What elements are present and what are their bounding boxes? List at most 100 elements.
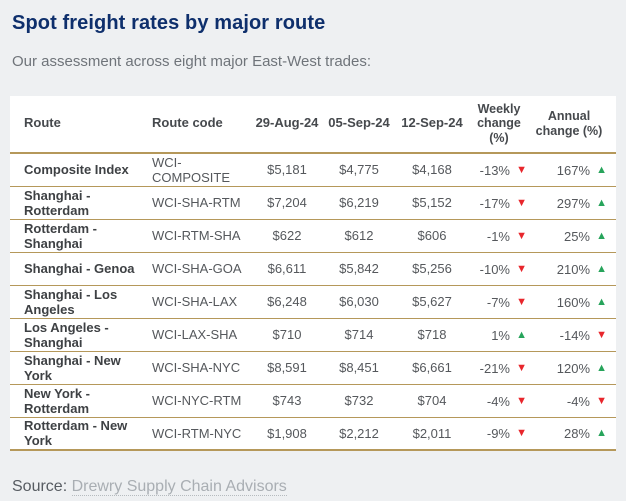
- route-cell: Shanghai - Genoa: [10, 252, 152, 286]
- table-body: Composite Index WCI-COMPOSITE $5,181 $4,…: [10, 153, 616, 452]
- weekly-change-cell: -21% ▼: [468, 351, 530, 385]
- price-cell-2: $8,451: [322, 351, 396, 385]
- route-code-cell: WCI-SHA-NYC: [152, 351, 252, 385]
- price-cell-1: $622: [252, 219, 322, 253]
- column-header-weekly-change: Weekly change (%): [468, 96, 530, 155]
- table-row: Shanghai - Genoa WCI-SHA-GOA $6,611 $5,8…: [10, 252, 616, 286]
- price-cell-2: $714: [322, 318, 396, 352]
- route-code-cell: WCI-LAX-SHA: [152, 318, 252, 352]
- route-cell: New York - Rotterdam: [10, 384, 152, 418]
- up-triangle-icon: ▲: [596, 361, 607, 374]
- down-triangle-icon: ▼: [516, 262, 527, 275]
- price-cell-1: $6,248: [252, 285, 322, 319]
- price-cell-3: $5,627: [396, 285, 468, 319]
- price-cell-3: $718: [396, 318, 468, 352]
- column-header-route: Route: [10, 96, 152, 155]
- price-cell-3: $704: [396, 384, 468, 418]
- price-cell-2: $612: [322, 219, 396, 253]
- column-header-annual-change: Annual change (%): [530, 96, 616, 155]
- price-cell-1: $5,181: [252, 153, 322, 187]
- table-row: Shanghai - Los Angeles WCI-SHA-LAX $6,24…: [10, 285, 616, 319]
- price-cell-3: $5,152: [396, 186, 468, 220]
- price-cell-3: $5,256: [396, 252, 468, 286]
- table-header: Route Route code 29-Aug-24 05-Sep-24 12-…: [10, 96, 616, 155]
- weekly-change-cell: -9% ▼: [468, 417, 530, 452]
- column-header-date-1: 29-Aug-24: [252, 96, 322, 155]
- table-row: Composite Index WCI-COMPOSITE $5,181 $4,…: [10, 153, 616, 187]
- price-cell-1: $1,908: [252, 417, 322, 452]
- annual-change-cell: -14% ▼: [530, 318, 616, 352]
- down-triangle-icon: ▼: [516, 196, 527, 209]
- table-row: Shanghai - New York WCI-SHA-NYC $8,591 $…: [10, 351, 616, 385]
- price-cell-2: $732: [322, 384, 396, 418]
- table-row: New York - Rotterdam WCI-NYC-RTM $743 $7…: [10, 384, 616, 418]
- price-cell-3: $6,661: [396, 351, 468, 385]
- up-triangle-icon: ▲: [596, 163, 607, 176]
- route-cell: Los Angeles - Shanghai: [10, 318, 152, 352]
- down-triangle-icon: ▼: [516, 163, 527, 176]
- column-header-route-code: Route code: [152, 96, 252, 155]
- price-cell-1: $743: [252, 384, 322, 418]
- price-cell-3: $2,011: [396, 417, 468, 452]
- annual-change-cell: 28% ▲: [530, 417, 616, 452]
- price-cell-2: $6,219: [322, 186, 396, 220]
- source-label: Source:: [12, 478, 68, 496]
- down-triangle-icon: ▼: [516, 295, 527, 308]
- annual-change-cell: -4% ▼: [530, 384, 616, 418]
- down-triangle-icon: ▼: [596, 328, 607, 341]
- route-code-cell: WCI-RTM-SHA: [152, 219, 252, 253]
- page-subtitle: Our assessment across eight major East-W…: [12, 53, 372, 70]
- price-cell-2: $2,212: [322, 417, 396, 452]
- route-cell: Rotterdam - Shanghai: [10, 219, 152, 253]
- up-triangle-icon: ▲: [596, 427, 607, 440]
- weekly-change-cell: -4% ▼: [468, 384, 530, 418]
- page-title: Spot freight rates by major route: [12, 12, 326, 34]
- price-cell-3: $606: [396, 219, 468, 253]
- weekly-change-cell: -7% ▼: [468, 285, 530, 319]
- price-cell-1: $7,204: [252, 186, 322, 220]
- route-code-cell: WCI-RTM-NYC: [152, 417, 252, 452]
- table-row: Rotterdam - New York WCI-RTM-NYC $1,908 …: [10, 417, 616, 452]
- down-triangle-icon: ▼: [516, 394, 527, 407]
- up-triangle-icon: ▲: [596, 295, 607, 308]
- annual-change-cell: 210% ▲: [530, 252, 616, 286]
- table-row: Los Angeles - Shanghai WCI-LAX-SHA $710 …: [10, 318, 616, 352]
- route-code-cell: WCI-NYC-RTM: [152, 384, 252, 418]
- freight-rates-table: Route Route code 29-Aug-24 05-Sep-24 12-…: [10, 96, 616, 452]
- table-row: Rotterdam - Shanghai WCI-RTM-SHA $622 $6…: [10, 219, 616, 253]
- price-cell-1: $710: [252, 318, 322, 352]
- route-code-cell: WCI-SHA-LAX: [152, 285, 252, 319]
- up-triangle-icon: ▲: [596, 229, 607, 242]
- column-header-date-3: 12-Sep-24: [396, 96, 468, 155]
- weekly-change-cell: -1% ▼: [468, 219, 530, 253]
- weekly-change-cell: -13% ▼: [468, 153, 530, 187]
- weekly-change-cell: -10% ▼: [468, 252, 530, 286]
- price-cell-2: $4,775: [322, 153, 396, 187]
- route-code-cell: WCI-SHA-RTM: [152, 186, 252, 220]
- route-cell: Shanghai - New York: [10, 351, 152, 385]
- annual-change-cell: 160% ▲: [530, 285, 616, 319]
- up-triangle-icon: ▲: [596, 262, 607, 275]
- down-triangle-icon: ▼: [516, 427, 527, 440]
- column-header-date-2: 05-Sep-24: [322, 96, 396, 155]
- annual-change-cell: 120% ▲: [530, 351, 616, 385]
- table-row: Shanghai - Rotterdam WCI-SHA-RTM $7,204 …: [10, 186, 616, 220]
- route-cell: Shanghai - Los Angeles: [10, 285, 152, 319]
- price-cell-1: $6,611: [252, 252, 322, 286]
- source-line: Source: Drewry Supply Chain Advisors: [12, 478, 616, 497]
- annual-change-cell: 297% ▲: [530, 186, 616, 220]
- route-code-cell: WCI-COMPOSITE: [152, 153, 252, 187]
- down-triangle-icon: ▼: [516, 229, 527, 242]
- price-cell-2: $6,030: [322, 285, 396, 319]
- annual-change-cell: 25% ▲: [530, 219, 616, 253]
- annual-change-cell: 167% ▲: [530, 153, 616, 187]
- down-triangle-icon: ▼: [516, 361, 527, 374]
- up-triangle-icon: ▲: [596, 196, 607, 209]
- price-cell-1: $8,591: [252, 351, 322, 385]
- weekly-change-cell: 1% ▲: [468, 318, 530, 352]
- down-triangle-icon: ▼: [596, 394, 607, 407]
- source-link[interactable]: Drewry Supply Chain Advisors: [71, 478, 287, 497]
- route-cell: Composite Index: [10, 153, 152, 187]
- price-cell-3: $4,168: [396, 153, 468, 187]
